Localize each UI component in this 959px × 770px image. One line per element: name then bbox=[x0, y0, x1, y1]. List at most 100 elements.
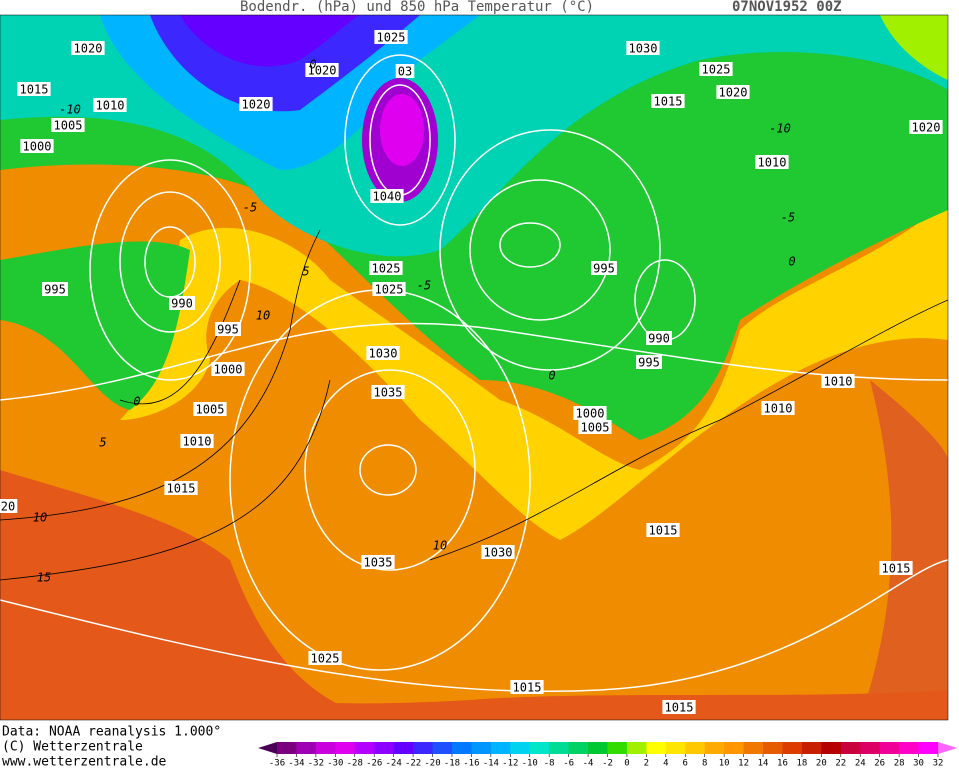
isobar-label: 1015 bbox=[654, 95, 683, 109]
isobar-label-box bbox=[366, 346, 400, 360]
colorbar-segment bbox=[840, 742, 861, 754]
isobars bbox=[0, 54, 948, 693]
isotherm-label: 10 bbox=[433, 539, 447, 553]
footer-line: (C) Wetterzentrale bbox=[2, 740, 143, 755]
colorbar-tick-label: 18 bbox=[796, 759, 807, 769]
isobar-label-box bbox=[646, 523, 680, 537]
colorbar-tick-label: -32 bbox=[308, 759, 324, 769]
isobar-label: 1010 bbox=[183, 435, 212, 449]
map-title: Bodendr. (hPa) und 850 hPa Temperatur (°… bbox=[240, 0, 594, 15]
map-field bbox=[0, 15, 948, 720]
colorbar-segment bbox=[801, 742, 822, 754]
very-cold-zone bbox=[380, 94, 424, 166]
colorbar-tick-label: 2 bbox=[644, 759, 649, 769]
isobar-label-box bbox=[93, 98, 127, 112]
colorbar-segment bbox=[607, 742, 628, 754]
map-date: 07NOV1952 00Z bbox=[732, 0, 842, 15]
isobar-label: 1025 bbox=[377, 31, 406, 45]
isobar-label-box bbox=[239, 97, 273, 111]
isobar-label-box bbox=[374, 30, 408, 44]
isotherm-label: 0 bbox=[788, 255, 795, 269]
colorbar-tick-label: 10 bbox=[719, 759, 730, 769]
warm-zone bbox=[0, 470, 380, 720]
isobar-label: 20 bbox=[1, 500, 15, 514]
warm-zone bbox=[860, 380, 948, 720]
colorbar-tick-label: -14 bbox=[483, 759, 499, 769]
colorbar-tick-label: -28 bbox=[347, 759, 363, 769]
isobar-label: 1015 bbox=[20, 83, 49, 97]
colorbar-segment bbox=[821, 742, 842, 754]
colorbar-tick-label: -8 bbox=[544, 759, 555, 769]
isotherm-label: 5 bbox=[99, 436, 106, 450]
isobar-label: 1020 bbox=[74, 42, 103, 56]
isobar-label-box bbox=[879, 561, 913, 575]
colorbar-tick-label: 22 bbox=[835, 759, 846, 769]
colorbar-tick-label: 12 bbox=[738, 759, 749, 769]
colorbar-segment bbox=[296, 742, 317, 754]
isobar-label-box bbox=[51, 118, 85, 132]
colorbar-segment bbox=[315, 742, 336, 754]
mild-zone bbox=[120, 200, 948, 540]
colorbar-tick-label: -4 bbox=[583, 759, 594, 769]
colorbar-segment bbox=[335, 742, 356, 754]
colorbar-tick-label: 30 bbox=[913, 759, 924, 769]
colorbar-tick-label: -26 bbox=[366, 759, 382, 769]
isobar-label-box bbox=[662, 700, 696, 714]
isobar-label: 1020 bbox=[308, 64, 337, 78]
very-cold-zone bbox=[180, 15, 360, 67]
colorbar-segment bbox=[743, 742, 764, 754]
colorbar-segment bbox=[354, 742, 375, 754]
colorbar-segment bbox=[277, 742, 297, 754]
isobar-label-box bbox=[573, 406, 607, 420]
isotherm-label: 10 bbox=[256, 309, 270, 323]
colorbar-tick-label: 20 bbox=[816, 759, 827, 769]
isobar-label-box bbox=[755, 155, 789, 169]
isobar-label-box bbox=[20, 139, 54, 153]
isobar-label: 1025 bbox=[372, 262, 401, 276]
footer-line: www.wetterzentrale.de bbox=[2, 755, 167, 770]
isobar-label: 1025 bbox=[375, 283, 404, 297]
isobar-label-box bbox=[305, 63, 339, 77]
isobar-label: 1015 bbox=[882, 562, 911, 576]
isobar-label: 1030 bbox=[484, 546, 513, 560]
colorbar-tick-label: -34 bbox=[288, 759, 304, 769]
isobar-label-box bbox=[636, 355, 662, 369]
cool-zone bbox=[880, 15, 948, 80]
colorbar-tick-label: -20 bbox=[424, 759, 440, 769]
colorbar-end bbox=[258, 742, 277, 754]
colorbar-tick-label: 14 bbox=[758, 759, 769, 769]
colorbar-segment bbox=[549, 742, 570, 754]
colorbar-segment bbox=[685, 742, 706, 754]
isobar-label: 1015 bbox=[167, 482, 196, 496]
isobar-label: 995 bbox=[593, 262, 615, 276]
isobar-label-box bbox=[369, 261, 403, 275]
isobar-label: 1000 bbox=[576, 407, 605, 421]
isobar-label-box bbox=[395, 64, 415, 78]
colorbar-segment bbox=[510, 742, 531, 754]
colorbar-segment bbox=[763, 742, 783, 754]
isobar-label-box bbox=[370, 189, 404, 203]
isobar-label: 1005 bbox=[196, 403, 225, 417]
isobar-label-box bbox=[481, 545, 515, 559]
isobar-label: 1000 bbox=[214, 363, 243, 377]
isobar-label-box bbox=[821, 374, 855, 388]
colorbar-tick-label: -30 bbox=[327, 759, 343, 769]
isobar-label-box bbox=[699, 62, 733, 76]
colorbar-tick-label: 32 bbox=[933, 759, 944, 769]
colorbar-tick-label: 6 bbox=[683, 759, 688, 769]
colorbar-segment bbox=[471, 742, 492, 754]
isobar-label-box bbox=[591, 261, 617, 275]
colorbar-tick-label: 24 bbox=[855, 759, 866, 769]
colorbar-segment bbox=[724, 742, 745, 754]
colorbar-segment bbox=[490, 742, 511, 754]
colorbar-tick-label: 8 bbox=[702, 759, 707, 769]
isobar-label-box bbox=[308, 651, 342, 665]
isobar-label-box bbox=[71, 41, 105, 55]
warm-zone bbox=[0, 640, 948, 720]
isotherm-label: 0 bbox=[548, 369, 555, 383]
isobar-label: 03 bbox=[398, 65, 412, 79]
colorbar-tick-label: -18 bbox=[444, 759, 460, 769]
isobar-label: 1040 bbox=[373, 190, 402, 204]
isotherm-label: -10 bbox=[769, 122, 791, 136]
